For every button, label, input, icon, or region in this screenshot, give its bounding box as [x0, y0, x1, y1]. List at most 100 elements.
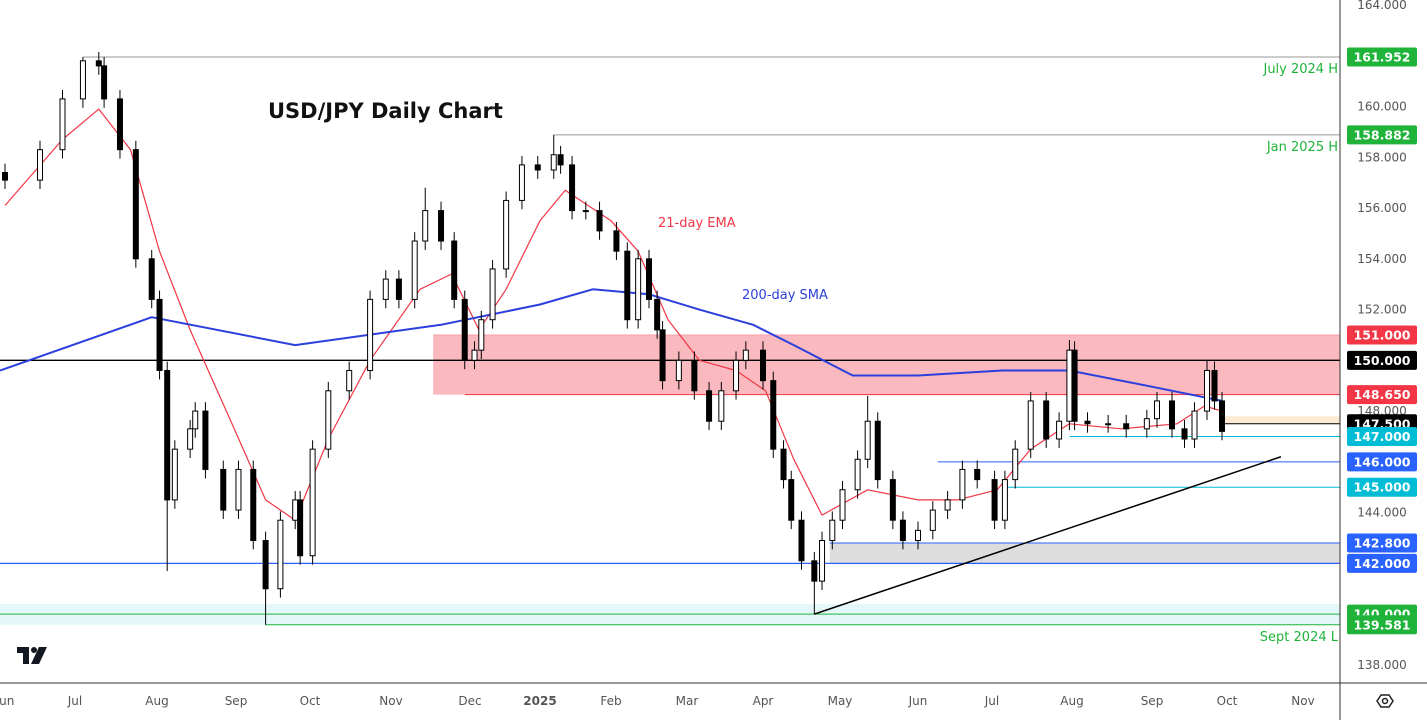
- candle: [101, 57, 108, 108]
- candle-body: [646, 258, 652, 300]
- candle: [760, 341, 766, 390]
- price-tick: 164.000: [1357, 0, 1407, 12]
- settings-icon[interactable]: [1376, 694, 1394, 708]
- candle: [262, 531, 269, 625]
- candle: [471, 341, 478, 370]
- price-tag-bg: [1347, 426, 1417, 446]
- price-tick: 152.000: [1357, 303, 1407, 317]
- time-tick: Jul: [67, 694, 82, 708]
- candle-body: [1154, 400, 1160, 420]
- price-tag-bg: [1347, 125, 1417, 145]
- candle-body: [37, 149, 43, 181]
- price-tag-bg: [1347, 452, 1417, 472]
- time-tick: Apr: [753, 694, 774, 708]
- candle-body: [1084, 420, 1091, 425]
- price-tag: 150.000: [1347, 350, 1417, 370]
- candle: [596, 201, 603, 240]
- candle-body: [503, 199, 510, 270]
- candle: [829, 511, 836, 550]
- candle-body: [1027, 400, 1034, 450]
- candle: [1154, 392, 1160, 428]
- candle: [613, 221, 620, 261]
- price-tag-bg: [1347, 477, 1417, 497]
- candle-body: [557, 154, 564, 166]
- candle: [915, 521, 921, 550]
- price-tag-bg: [1347, 615, 1417, 635]
- ema-label: 21-day EMA: [658, 216, 736, 231]
- candle: [839, 480, 846, 530]
- candle: [1012, 440, 1019, 489]
- price-tag: 148.650: [1347, 385, 1417, 405]
- candle-body: [569, 164, 576, 212]
- candle: [461, 290, 468, 370]
- candle-body: [659, 329, 666, 382]
- candle: [422, 187, 429, 250]
- candle: [733, 351, 740, 400]
- candle: [770, 371, 777, 459]
- candle-body: [187, 428, 194, 450]
- candle: [582, 201, 589, 220]
- time-tick: Sep: [1141, 694, 1164, 708]
- candle-body: [675, 359, 682, 382]
- candle: [635, 249, 642, 329]
- candle: [2, 163, 8, 190]
- candle: [889, 470, 896, 530]
- candle: [220, 460, 227, 519]
- price-tag: 161.952: [1347, 47, 1417, 67]
- candle: [202, 402, 209, 479]
- candle: [309, 440, 316, 565]
- tradingview-logo-icon: [17, 647, 47, 664]
- candle-body: [346, 369, 353, 392]
- candle-body: [706, 390, 713, 422]
- candle-body: [250, 468, 257, 542]
- candle: [899, 511, 906, 550]
- price-tag-label: 142.800: [1354, 536, 1411, 551]
- candle: [718, 381, 725, 431]
- candle: [382, 270, 389, 309]
- time-tick: Mar: [676, 694, 699, 708]
- time-axis-ticks[interactable]: Jun Jul Aug Sep Oct Nov Dec 2025 Feb Mar Apr May Jun…: [0, 694, 1315, 708]
- price-tick: 144.000: [1357, 506, 1407, 520]
- candle: [654, 290, 661, 339]
- trendline-layer: [814, 456, 1282, 615]
- candle: [534, 156, 541, 179]
- candle-body: [691, 359, 698, 392]
- levels-layer: July 2024 H Jan 2025 H Sept 2024 L: [0, 56, 1340, 645]
- price-tag-bg: [1347, 325, 1417, 345]
- candle-body: [760, 349, 766, 382]
- candle-body: [220, 468, 227, 511]
- price-zone: [433, 334, 1341, 395]
- candle: [819, 531, 826, 591]
- candle: [325, 381, 332, 459]
- candle: [1084, 412, 1091, 433]
- candle-body: [325, 390, 332, 450]
- candle: [569, 156, 576, 220]
- level-note: July 2024 H: [1262, 62, 1338, 77]
- price-tag: 158.882: [1347, 125, 1417, 145]
- candle-body: [367, 298, 374, 371]
- price-tag-label: 142.000: [1354, 556, 1411, 571]
- candle: [550, 134, 557, 179]
- price-tag: 151.000: [1347, 325, 1417, 345]
- candle: [395, 270, 402, 309]
- price-tag-bg: [1347, 350, 1417, 370]
- candle-body: [1181, 428, 1188, 440]
- candle-body: [959, 468, 966, 501]
- candle: [557, 145, 564, 174]
- candle: [156, 290, 163, 380]
- candle-body: [974, 468, 981, 481]
- candle: [451, 232, 458, 309]
- candle: [675, 351, 682, 390]
- time-tick: Aug: [145, 694, 168, 708]
- candle-body: [59, 98, 66, 151]
- candle: [944, 491, 951, 519]
- candle-body: [1066, 349, 1073, 422]
- candle-body: [132, 149, 139, 260]
- candle: [1191, 402, 1198, 448]
- price-tag-label: 139.581: [1354, 617, 1411, 632]
- candle-body: [309, 448, 316, 557]
- candle-body: [1001, 479, 1008, 521]
- candle-body: [171, 448, 178, 501]
- price-tag: 142.000: [1347, 553, 1417, 573]
